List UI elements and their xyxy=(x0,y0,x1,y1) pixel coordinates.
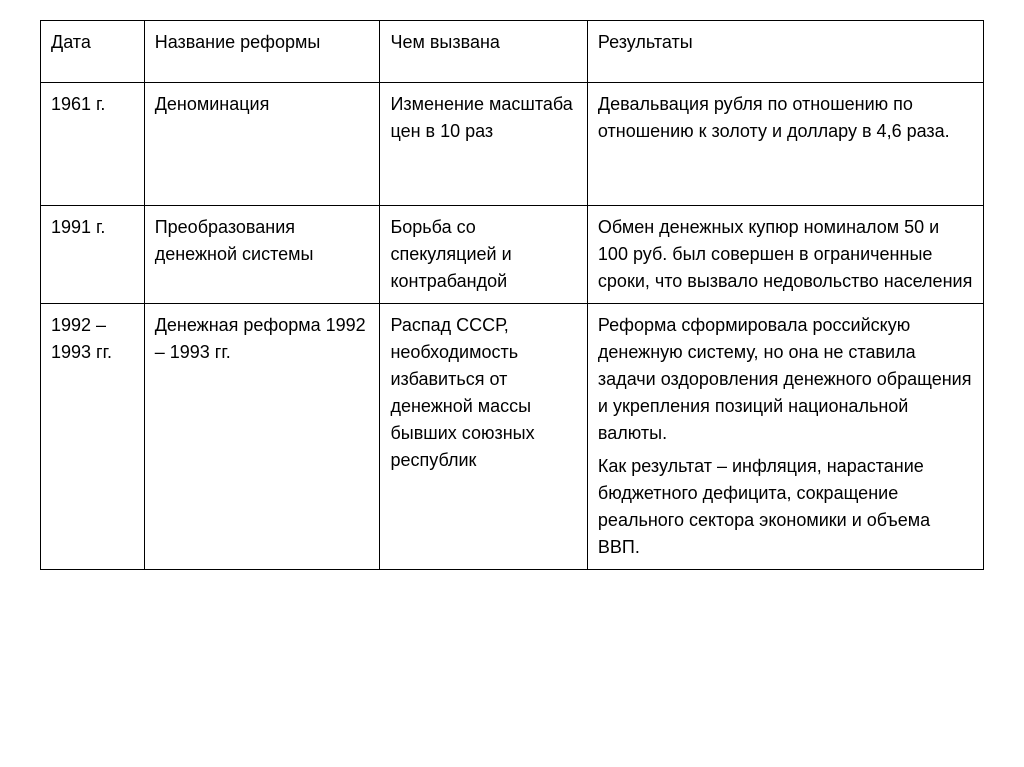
reforms-table: Дата Название реформы Чем вызвана Резуль… xyxy=(40,20,984,570)
cell-cause: Борьба со спекуляцией и контрабандой xyxy=(380,206,587,304)
cell-date: 1992 – 1993 гг. xyxy=(41,304,145,570)
cell-cause: Распад СССР, необходимость избавиться от… xyxy=(380,304,587,570)
table-row: 1991 г. Преобразования денежной системы … xyxy=(41,206,984,304)
result-paragraph: Как результат – инфляция, нарастание бюд… xyxy=(598,453,973,561)
header-date: Дата xyxy=(41,21,145,83)
cell-name: Преобразования денежной системы xyxy=(144,206,380,304)
header-name: Название реформы xyxy=(144,21,380,83)
cell-cause: Изменение масштаба цен в 10 раз xyxy=(380,83,587,206)
result-paragraph: Реформа сформировала российскую денежную… xyxy=(598,312,973,447)
table-row: 1992 – 1993 гг. Денежная реформа 1992 – … xyxy=(41,304,984,570)
cell-name: Деноминация xyxy=(144,83,380,206)
cell-result: Обмен денежных купюр номиналом 50 и 100 … xyxy=(587,206,983,304)
table-header-row: Дата Название реформы Чем вызвана Резуль… xyxy=(41,21,984,83)
result-paragraph: Девальвация рубля по отношению по отноше… xyxy=(598,91,973,145)
cell-date: 1991 г. xyxy=(41,206,145,304)
header-result: Результаты xyxy=(587,21,983,83)
result-paragraph: Обмен денежных купюр номиналом 50 и 100 … xyxy=(598,214,973,295)
cell-result: Девальвация рубля по отношению по отноше… xyxy=(587,83,983,206)
header-cause: Чем вызвана xyxy=(380,21,587,83)
cell-name: Денежная реформа 1992 – 1993 гг. xyxy=(144,304,380,570)
cell-date: 1961 г. xyxy=(41,83,145,206)
cell-result: Реформа сформировала российскую денежную… xyxy=(587,304,983,570)
table-row: 1961 г. Деноминация Изменение масштаба ц… xyxy=(41,83,984,206)
